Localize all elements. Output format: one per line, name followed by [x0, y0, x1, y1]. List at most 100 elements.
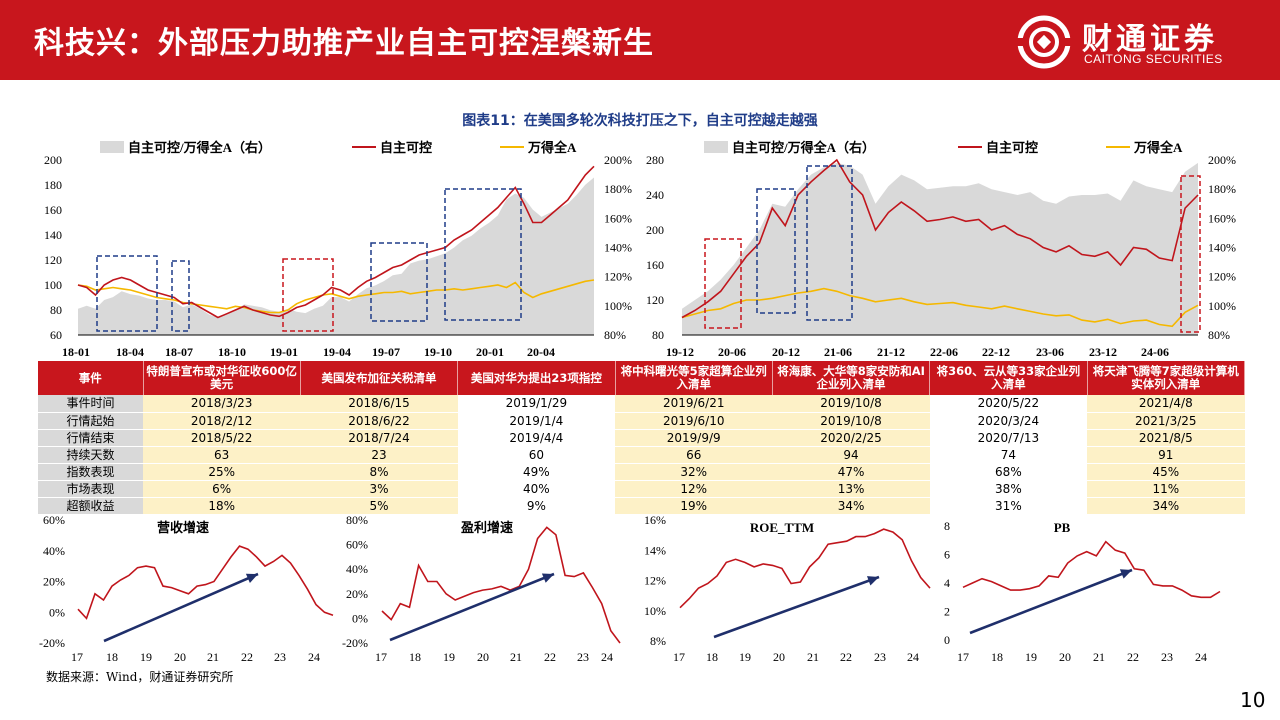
- x-tick-label: 24: [601, 650, 613, 664]
- page-title: 科技兴：外部压力助推产业自主可控涅槃新生: [34, 26, 654, 61]
- highlight-box: [96, 255, 158, 332]
- x-tick-label: 22: [544, 650, 556, 664]
- table-cell: 40%: [457, 480, 616, 499]
- trend-arrow-head: [541, 573, 554, 583]
- x-tick-label: 19-04: [323, 345, 351, 359]
- x-tick-label: 24: [308, 650, 320, 664]
- x-tick-label: 20-01: [476, 345, 504, 359]
- table-cell: 2019/6/10: [615, 412, 773, 430]
- table-cell: 32%: [615, 463, 773, 481]
- table-cell: 2021/3/25: [1087, 412, 1245, 430]
- table-cell: 2021/4/8: [1087, 395, 1245, 413]
- table-header-cell: 美国对华为提出23项指控: [457, 361, 616, 395]
- table-cell: 91: [1087, 446, 1245, 464]
- highlight-box: [806, 165, 853, 321]
- x-tick-label: 18: [706, 650, 718, 664]
- table-header-cell: 将海康、大华等8家安防和AI企业列入清单: [772, 361, 931, 395]
- x-tick-label: 17: [957, 650, 969, 664]
- right-tick-label: 180%: [1208, 182, 1236, 196]
- table-header-cell: 将中科曙光等5家超算企业列入清单: [615, 361, 773, 395]
- x-tick-label: 18-07: [165, 345, 193, 359]
- table-cell: 12%: [615, 480, 773, 499]
- x-tick-label: 23: [274, 650, 286, 664]
- table-header-cell: 美国发布加征关税清单: [300, 361, 459, 395]
- table-cell: 18%: [143, 497, 301, 516]
- table-cell: 2019/1/29: [457, 395, 616, 413]
- y-tick-label: 0%: [49, 605, 65, 619]
- highlight-box: [370, 242, 428, 322]
- table-cell: 47%: [772, 463, 930, 481]
- table-cell: 2018/5/22: [143, 429, 301, 447]
- table-header-cell: 特朗普宣布或对华征收600亿美元: [143, 361, 301, 395]
- y-tick-label: 4: [944, 576, 950, 590]
- header-bar: 科技兴：外部压力助推产业自主可控涅槃新生 财通证券 CAITONG SECURI…: [0, 0, 1280, 80]
- x-tick-label: 18: [409, 650, 421, 664]
- right-tick-label: 100%: [604, 299, 632, 313]
- table-cell: 2018/3/23: [143, 395, 301, 413]
- series-area-ratio: [78, 177, 594, 335]
- series-line-market: [681, 287, 1199, 328]
- x-tick-label: 21: [807, 650, 819, 664]
- table-row-label: 指数表现: [38, 463, 143, 481]
- trend-arrow: [969, 568, 1133, 635]
- page-number: 10: [1240, 688, 1266, 712]
- table-header-event: 事件: [38, 361, 144, 395]
- table-cell: 3%: [300, 480, 458, 499]
- x-tick-label: 20: [477, 650, 489, 664]
- left-tick-label: 100: [44, 278, 62, 292]
- x-tick-label: 22: [1127, 650, 1139, 664]
- table-cell: 6%: [143, 480, 301, 499]
- table-cell: 94: [772, 446, 930, 464]
- legend-label: 万得全A: [1133, 140, 1183, 155]
- x-tick-label: 20: [1059, 650, 1071, 664]
- x-tick-label: 21-06: [824, 345, 852, 359]
- legend-label: 自主可控: [380, 140, 432, 155]
- table-cell: 66: [615, 446, 773, 464]
- table-cell: 2020/3/24: [929, 412, 1088, 430]
- x-tick-label: 22: [840, 650, 852, 664]
- right-tick-label: 160%: [604, 211, 632, 225]
- series-line-market: [77, 279, 595, 314]
- legend-label: 自主可控/万得全A（右）: [128, 140, 271, 155]
- y-tick-label: 0%: [352, 611, 368, 625]
- legend-swatch-ratio: [704, 141, 728, 153]
- table-cell: 2019/1/4: [457, 412, 616, 430]
- series-line: [962, 540, 1221, 599]
- y-tick-label: 10%: [644, 604, 666, 618]
- left-tick-label: 280: [646, 153, 664, 167]
- right-tick-label: 200%: [604, 153, 632, 167]
- y-tick-label: 6: [944, 548, 950, 562]
- x-tick-label: 19: [443, 650, 455, 664]
- x-tick-label: 20-04: [527, 345, 555, 359]
- figure-title: 图表11：在美国多轮次科技打压之下，自主可控越走越强: [462, 113, 818, 129]
- x-tick-label: 19: [140, 650, 152, 664]
- x-tick-label: 19-10: [424, 345, 452, 359]
- right-tick-label: 80%: [604, 328, 626, 342]
- table-cell: 2019/10/8: [772, 412, 930, 430]
- table-header-cell: 将天津飞腾等7家超级计算机实体列入清单: [1087, 361, 1246, 395]
- table-row: 行情结束 2018/5/22 2018/7/24 2019/4/4 2019/9/9 20…: [38, 429, 1245, 447]
- x-tick-label: 24: [1195, 650, 1207, 664]
- table-cell: 2019/6/21: [615, 395, 773, 413]
- table-cell: 8%: [300, 463, 458, 481]
- x-tick-label: 17: [71, 650, 83, 664]
- y-tick-label: 20%: [43, 575, 65, 589]
- source-note: 数据来源：Wind，财通证券研究所: [46, 670, 234, 684]
- right-tick-label: 180%: [604, 182, 632, 196]
- right-tick-label: 140%: [1208, 241, 1236, 255]
- x-tick-label: 19: [1025, 650, 1037, 664]
- table-cell: 60: [457, 446, 616, 464]
- table-row-label: 行情结束: [38, 429, 143, 447]
- right-tick-label: 80%: [1208, 328, 1230, 342]
- table-cell: 63: [143, 446, 301, 464]
- trend-arrow: [103, 572, 259, 643]
- y-tick-label: 14%: [644, 543, 666, 557]
- x-tick-label: 18: [991, 650, 1003, 664]
- x-tick-label: 19: [739, 650, 751, 664]
- series-line: [679, 528, 931, 609]
- table-cell: 38%: [929, 480, 1088, 499]
- right-tick-label: 120%: [1208, 270, 1236, 284]
- table-cell: 13%: [772, 480, 930, 499]
- table-cell: 74: [929, 446, 1088, 464]
